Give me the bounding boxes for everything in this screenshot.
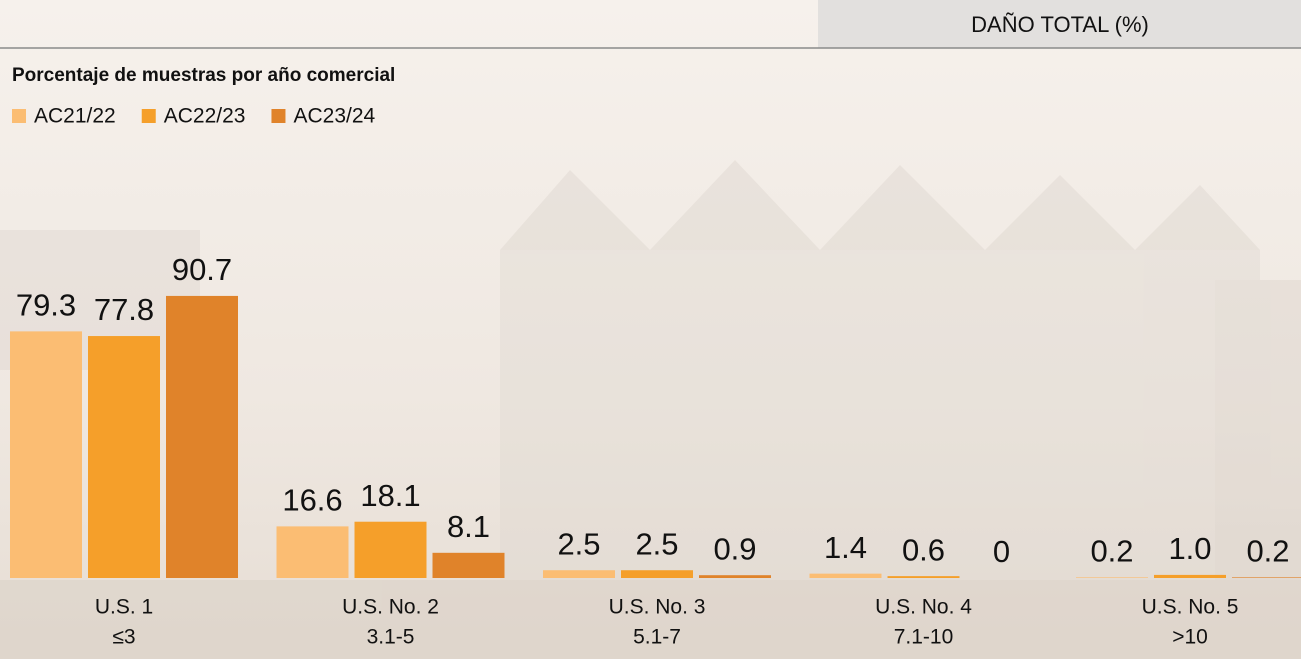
value-label: 0.2 (1246, 534, 1289, 569)
x-tick-label: U.S. No. 2 (342, 596, 439, 619)
plot: U.S. 1 ≤3 79.3 77.8 90.7 U.S. No. 2 3.1-5 16.6 1… (10, 252, 1301, 649)
value-label: 8.1 (447, 509, 490, 544)
legend-label: AC23/24 (293, 105, 375, 128)
value-label: 77.8 (94, 292, 154, 327)
bar (621, 570, 693, 578)
bar (1154, 574, 1226, 578)
x-tick-label: >10 (1172, 626, 1208, 649)
bar (10, 331, 82, 578)
x-tick-label: U.S. No. 3 (609, 596, 706, 619)
value-label: 2.5 (635, 526, 678, 561)
legend-label: AC21/22 (34, 105, 116, 128)
value-label: 0.2 (1090, 534, 1133, 569)
header-band (818, 0, 1301, 48)
bar (276, 526, 349, 578)
value-label: 0.6 (902, 532, 945, 567)
value-label: 0.9 (713, 531, 756, 566)
bar (88, 336, 160, 578)
bar (699, 575, 771, 578)
value-label: 16.6 (282, 483, 342, 518)
bar (887, 576, 960, 578)
bar (166, 295, 238, 578)
value-label: 18.1 (360, 478, 420, 513)
x-tick-label: 5.1-7 (633, 626, 681, 649)
legend: AC21/22 AC22/23 AC23/24 (12, 105, 376, 128)
value-label: 0 (993, 534, 1010, 569)
x-tick-label: U.S. No. 5 (1142, 596, 1239, 619)
x-tick-label: ≤3 (112, 626, 135, 649)
x-tick-label: 3.1-5 (367, 626, 415, 649)
value-label: 90.7 (172, 252, 232, 287)
bar (543, 570, 615, 578)
legend-label: AC22/23 (164, 105, 246, 128)
legend-swatch (271, 109, 286, 123)
chart-title: DAÑO TOTAL (%) (971, 12, 1149, 37)
x-tick-label: U.S. 1 (95, 596, 153, 619)
value-label: 1.4 (824, 530, 867, 565)
bar (1232, 577, 1301, 578)
bar (809, 573, 882, 578)
value-label: 79.3 (16, 288, 76, 323)
bar (354, 521, 427, 578)
value-label: 1.0 (1168, 531, 1211, 566)
legend-swatch (141, 109, 156, 123)
chart-subtitle: Porcentaje de muestras por año comercial (12, 65, 395, 86)
x-tick-label: U.S. No. 4 (875, 596, 972, 619)
x-tick-label: 7.1-10 (894, 626, 954, 649)
value-label: 2.5 (557, 526, 600, 561)
bar (432, 552, 505, 578)
bar (1076, 577, 1148, 578)
legend-swatch (12, 109, 26, 123)
